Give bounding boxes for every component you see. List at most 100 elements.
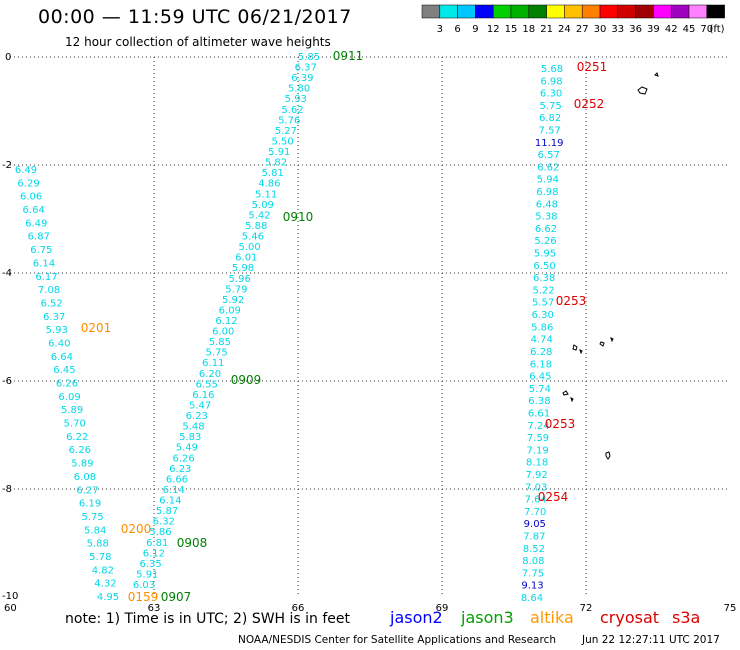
wave-height-value: 6.26 bbox=[172, 453, 194, 464]
pass-time-label: 0908 bbox=[177, 536, 208, 550]
credit-text: NOAA/NESDIS Center for Satellite Applica… bbox=[238, 634, 556, 646]
wave-height-value: 6.28 bbox=[530, 347, 552, 358]
color-scale-label: 18 bbox=[522, 24, 535, 35]
wave-height-value: 6.14 bbox=[159, 496, 181, 507]
wave-height-value: 5.98 bbox=[232, 263, 254, 274]
map-grid bbox=[10, 56, 730, 597]
wave-height-value: 6.30 bbox=[532, 310, 554, 321]
color-scale-label: 30 bbox=[594, 24, 607, 35]
wave-height-value: 6.18 bbox=[530, 359, 552, 370]
wave-height-value: 7.03 bbox=[525, 482, 547, 493]
wave-height-value: 6.00 bbox=[212, 327, 234, 338]
wave-height-value: 5.96 bbox=[229, 274, 251, 285]
latitude-tick-label: -2 bbox=[2, 160, 12, 171]
wave-height-value: 5.38 bbox=[535, 212, 557, 223]
wave-height-value: 7.75 bbox=[522, 568, 544, 579]
color-scale-unit: (ft) bbox=[709, 24, 724, 35]
generated-timestamp: Jun 22 12:27:11 UTC 2017 bbox=[582, 634, 720, 646]
color-scale-swatch bbox=[706, 4, 725, 19]
wave-height-value: 4.82 bbox=[92, 565, 114, 576]
wave-height-value: 6.26 bbox=[56, 379, 78, 390]
satellite-legend-cryosat: cryosat bbox=[600, 608, 660, 627]
wave-height-value: 5.09 bbox=[252, 200, 274, 211]
wave-height-value: 11.19 bbox=[535, 138, 564, 149]
color-scale-label: 3 bbox=[437, 24, 443, 35]
latitude-tick-label: 0 bbox=[5, 52, 11, 63]
wave-height-value: 6.37 bbox=[295, 63, 317, 74]
color-scale-swatch bbox=[617, 4, 636, 19]
wave-height-value: 6.09 bbox=[219, 305, 241, 316]
pass-time-label: 0911 bbox=[333, 49, 364, 63]
color-scale-label: 12 bbox=[487, 24, 500, 35]
color-scale-legend: 3 6 9 12 15 18 21 24 27 30 33 36 39 42 45 70(ft) bbox=[421, 4, 725, 35]
wave-height-value: 7.08 bbox=[38, 285, 60, 296]
wave-height-value: 5.93 bbox=[46, 325, 68, 336]
wave-height-value: 5.78 bbox=[89, 552, 111, 563]
wave-height-value: 6.35 bbox=[139, 559, 161, 570]
pass-time-label: 0909 bbox=[231, 373, 262, 387]
color-scale-swatch bbox=[599, 4, 619, 19]
color-scale-swatch bbox=[439, 4, 458, 19]
color-scale-swatch bbox=[670, 4, 690, 19]
color-scale-label: 27 bbox=[576, 24, 589, 35]
wave-height-value: 5.82 bbox=[265, 158, 287, 169]
wave-height-value: 5.49 bbox=[176, 443, 198, 454]
wave-height-value: 6.14 bbox=[33, 258, 55, 269]
wave-height-value: 6.12 bbox=[215, 316, 237, 327]
color-scale-label: 9 bbox=[472, 24, 478, 35]
page-subtitle: 12 hour collection of altimeter wave hei… bbox=[65, 35, 331, 49]
wave-height-value: 6.22 bbox=[66, 432, 88, 443]
wave-height-value: 4.32 bbox=[94, 579, 116, 590]
wave-height-value: 6.17 bbox=[35, 272, 57, 283]
color-scale-label: 36 bbox=[629, 24, 642, 35]
wave-height-value: 5.75 bbox=[81, 512, 103, 523]
wave-height-value: 6.08 bbox=[74, 472, 96, 483]
color-scale-label: 33 bbox=[611, 24, 624, 35]
wave-height-value: 6.98 bbox=[540, 76, 562, 87]
pass-time-label: 0159 bbox=[128, 590, 159, 604]
wave-height-value: 6.49 bbox=[15, 165, 37, 176]
wave-height-value: 5.26 bbox=[534, 236, 556, 247]
wave-height-value: 5.62 bbox=[281, 105, 303, 116]
wave-height-value: 6.87 bbox=[28, 232, 50, 243]
wave-height-value: 5.85 bbox=[298, 52, 320, 63]
wave-height-value: 5.80 bbox=[288, 84, 310, 95]
color-scale-swatch bbox=[635, 4, 654, 19]
wave-height-value: 5.76 bbox=[278, 115, 300, 126]
wave-height-value: 6.29 bbox=[17, 178, 39, 189]
wave-height-value: 5.86 bbox=[531, 322, 553, 333]
wave-height-value: 6.62 bbox=[537, 162, 559, 173]
wave-height-value: 6.38 bbox=[533, 273, 555, 284]
wave-height-value: 6.62 bbox=[535, 224, 557, 235]
latitude-tick-label: -4 bbox=[2, 268, 12, 279]
color-scale-swatch bbox=[546, 4, 565, 19]
wave-height-value: 5.42 bbox=[248, 210, 270, 221]
wave-height-value: 6.39 bbox=[291, 73, 313, 84]
wave-height-value: 6.81 bbox=[146, 538, 168, 549]
wave-height-value: 6.50 bbox=[533, 261, 555, 272]
wave-height-value: 5.83 bbox=[179, 432, 201, 443]
page-title: 00:00 — 11:59 UTC 06/21/2017 bbox=[38, 6, 352, 28]
wave-height-value: 5.75 bbox=[539, 101, 561, 112]
color-scale-label: 6 bbox=[454, 24, 460, 35]
color-scale-swatch bbox=[510, 4, 530, 19]
wave-height-value: 6.75 bbox=[30, 245, 52, 256]
wave-height-value: 6.55 bbox=[196, 379, 218, 390]
wave-height-value: 6.37 bbox=[43, 312, 65, 323]
wave-height-value: 5.93 bbox=[285, 94, 307, 105]
wave-height-value: 8.18 bbox=[526, 458, 548, 469]
wave-height-value: 6.23 bbox=[186, 411, 208, 422]
pass-time-label: 0200 bbox=[121, 522, 152, 536]
axis-ticks: 60 63 66 69 72 75 0 -2 -4 -6 -8 -10 bbox=[2, 52, 736, 614]
color-scale-label: 21 bbox=[540, 24, 553, 35]
wave-height-value: 7.19 bbox=[526, 445, 548, 456]
wave-height-value: 7.57 bbox=[539, 126, 561, 137]
color-scale-swatch bbox=[581, 4, 601, 19]
color-scale-label: 15 bbox=[505, 24, 518, 35]
wave-height-value: 5.88 bbox=[245, 221, 267, 232]
wave-height-value: 5.48 bbox=[182, 422, 204, 433]
color-scale-label: 42 bbox=[665, 24, 678, 35]
wave-height-value: 6.38 bbox=[528, 396, 550, 407]
wave-height-value: 5.46 bbox=[242, 232, 264, 243]
